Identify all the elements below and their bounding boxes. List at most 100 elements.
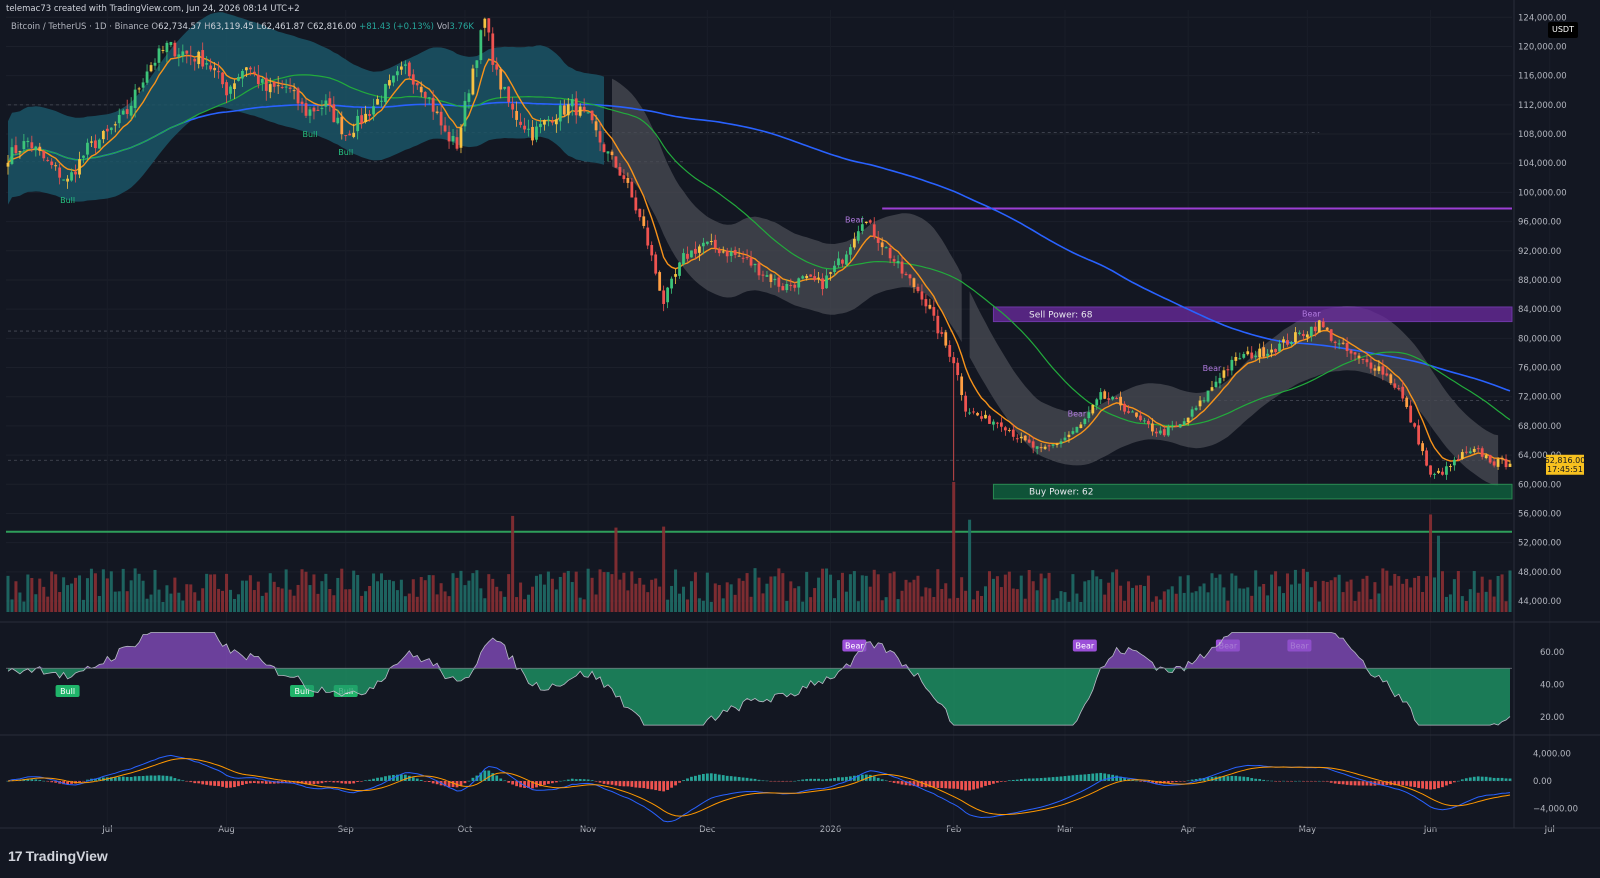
volume-bar <box>1198 586 1202 612</box>
candle-body <box>435 111 439 114</box>
candle-body <box>928 304 932 309</box>
candle-body <box>1003 427 1007 431</box>
volume-bar <box>129 580 133 612</box>
macd-histogram-bar <box>1190 779 1194 781</box>
macd-histogram-bar <box>1055 776 1059 781</box>
macd-histogram-bar <box>606 781 610 785</box>
time-tick-label: 2026 <box>820 825 842 835</box>
macd-histogram-bar <box>463 781 467 784</box>
volume-bar <box>113 591 117 612</box>
volume-bar <box>141 580 145 612</box>
candle-body <box>1409 405 1413 423</box>
macd-histogram-bar <box>1508 778 1512 781</box>
candle-body <box>125 109 129 115</box>
signal-label: Bear <box>1076 642 1095 651</box>
volume-bar <box>296 584 300 612</box>
candle-body <box>554 119 558 125</box>
macd-histogram-bar <box>1496 777 1500 781</box>
volume-bar <box>1214 577 1218 612</box>
candle-body <box>97 139 101 149</box>
volume-bar <box>844 591 848 612</box>
candle-body <box>936 315 940 334</box>
tradingview-brand[interactable]: 17 TradingView <box>8 848 108 864</box>
time-tick-label: Mar <box>1057 825 1074 835</box>
volume-bar <box>189 584 193 612</box>
candle-body <box>1425 450 1428 466</box>
currency-button[interactable]: USDT <box>1548 22 1578 38</box>
candle-body <box>543 120 546 125</box>
volume-bar <box>519 582 523 612</box>
macd-histogram-bar <box>503 780 507 782</box>
macd-histogram-bar <box>427 781 431 783</box>
macd-histogram-bar <box>388 775 391 781</box>
price-tick-label: 76,000.00 <box>1518 364 1561 374</box>
macd-histogram-bar <box>356 781 360 782</box>
candle-body <box>189 55 193 57</box>
candle-body <box>781 286 785 291</box>
macd-histogram-bar <box>221 781 224 787</box>
volume-bar <box>1452 579 1456 612</box>
candle-body <box>614 156 618 168</box>
candle-body <box>701 242 705 247</box>
macd-histogram-bar <box>213 781 217 786</box>
macd-histogram-bar <box>650 781 654 790</box>
candle-body <box>1135 412 1138 417</box>
macd-histogram-bar <box>1103 773 1107 781</box>
macd-histogram-bar <box>749 778 753 781</box>
macd-histogram-bar <box>320 781 324 784</box>
macd-histogram-bar <box>1468 777 1472 781</box>
macd-histogram-bar <box>1238 776 1242 781</box>
macd-histogram-bar <box>662 781 666 792</box>
volume-bar <box>101 569 105 612</box>
macd-histogram-bar <box>539 781 542 787</box>
ma-slow-line <box>7 101 1511 392</box>
volume-bar <box>1095 576 1099 612</box>
volume-bar <box>232 598 236 612</box>
candle-body <box>1091 404 1095 414</box>
volume-bar <box>272 581 276 612</box>
volume-bar <box>681 586 686 612</box>
time-tick-label: Jun <box>1423 825 1437 835</box>
volume-bar <box>809 597 813 612</box>
candle-body <box>1421 443 1424 452</box>
macd-histogram-bar <box>781 781 785 782</box>
volume-bar <box>125 591 129 612</box>
candle-body <box>1143 420 1146 422</box>
candle-body <box>1147 420 1150 425</box>
volume-bar <box>1508 570 1512 612</box>
candle-body <box>483 18 487 28</box>
volume-bar <box>860 575 864 612</box>
candle-body <box>1051 444 1055 446</box>
candle-body <box>1210 387 1214 391</box>
candle-body <box>1226 369 1230 371</box>
macd-histogram-bar <box>1099 772 1103 781</box>
macd-histogram-bar <box>1031 778 1035 781</box>
candle-body <box>1456 459 1460 461</box>
candle-body <box>197 51 201 65</box>
candle-body <box>268 84 272 93</box>
macd-histogram-bar <box>1087 774 1091 781</box>
volume-bar <box>427 575 431 612</box>
volume-bar <box>908 582 912 612</box>
volume-bar <box>89 568 93 612</box>
macd-histogram-bar <box>372 778 375 781</box>
candle-body <box>1182 421 1186 426</box>
macd-histogram-bar <box>344 781 348 784</box>
volume-bar <box>793 588 797 612</box>
candle-body <box>1313 326 1317 332</box>
volume-bar <box>924 587 928 612</box>
volume-bar <box>960 577 964 612</box>
macd-histogram-bar <box>1003 781 1007 782</box>
candle-body <box>1031 441 1035 448</box>
volume-bar <box>66 585 70 612</box>
volume-bar <box>455 577 459 612</box>
price-tick-label: 104,000.00 <box>1518 159 1567 169</box>
volume-bar <box>598 569 602 612</box>
volume-bar <box>1123 600 1127 612</box>
macd-histogram-bar <box>50 781 54 783</box>
volume-bar <box>431 575 435 612</box>
volume-bar <box>1500 574 1504 612</box>
macd-histogram-bar <box>1504 778 1508 781</box>
macd-histogram-bar <box>813 778 817 781</box>
